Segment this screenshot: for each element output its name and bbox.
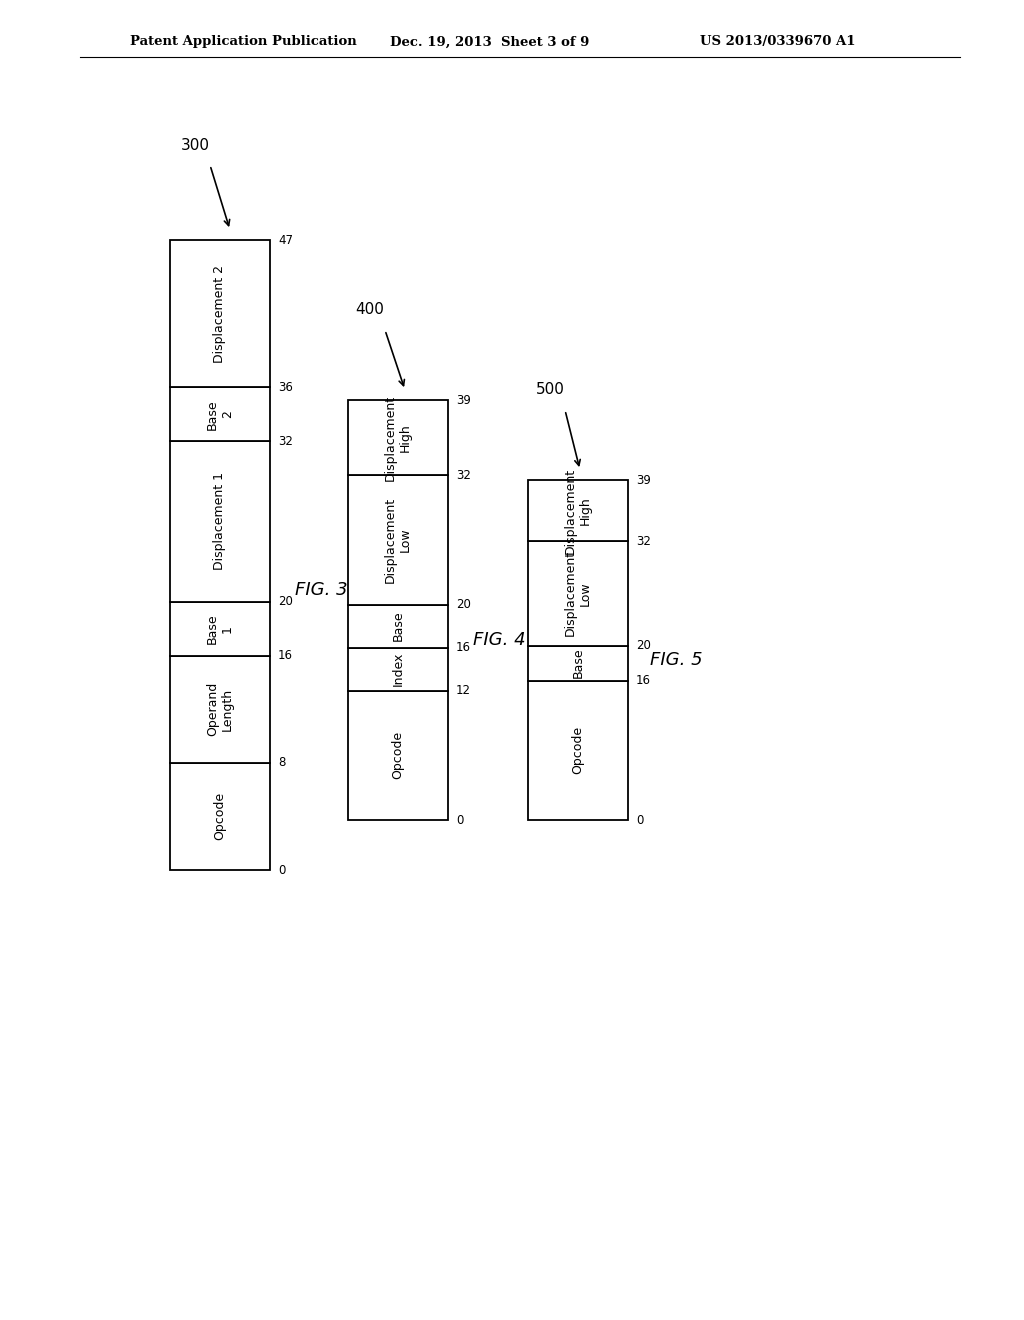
Text: Base: Base xyxy=(391,611,404,642)
Text: 0: 0 xyxy=(278,863,286,876)
Bar xyxy=(170,602,270,656)
Text: Base
2: Base 2 xyxy=(206,399,234,429)
Text: Operand
Length: Operand Length xyxy=(206,682,234,737)
Bar xyxy=(170,441,270,602)
Text: Opcode: Opcode xyxy=(391,731,404,779)
Bar xyxy=(528,480,628,541)
Text: Opcode: Opcode xyxy=(213,792,226,841)
Text: Displacement 1: Displacement 1 xyxy=(213,473,226,570)
Text: 32: 32 xyxy=(636,535,651,548)
Text: 300: 300 xyxy=(180,137,210,153)
Bar xyxy=(170,240,270,388)
Bar xyxy=(528,681,628,820)
Text: 20: 20 xyxy=(636,639,651,652)
Text: US 2013/0339670 A1: US 2013/0339670 A1 xyxy=(700,36,855,49)
Text: 20: 20 xyxy=(456,598,471,611)
Text: 500: 500 xyxy=(536,383,564,397)
Bar xyxy=(170,656,270,763)
Text: Base: Base xyxy=(571,648,585,678)
Text: Index: Index xyxy=(391,652,404,686)
Text: Dec. 19, 2013  Sheet 3 of 9: Dec. 19, 2013 Sheet 3 of 9 xyxy=(390,36,590,49)
Text: 8: 8 xyxy=(278,756,286,770)
Text: Opcode: Opcode xyxy=(571,726,585,775)
Bar xyxy=(170,388,270,441)
Text: FIG. 5: FIG. 5 xyxy=(650,651,702,669)
Text: 36: 36 xyxy=(278,381,293,393)
Bar xyxy=(170,763,270,870)
Bar xyxy=(348,690,449,820)
Text: Displacement
High: Displacement High xyxy=(384,395,412,480)
Text: 39: 39 xyxy=(636,474,651,487)
Text: Base
1: Base 1 xyxy=(206,614,234,644)
Text: FIG. 3: FIG. 3 xyxy=(295,581,347,599)
Text: 32: 32 xyxy=(456,469,471,482)
Bar xyxy=(348,400,449,475)
Text: FIG. 4: FIG. 4 xyxy=(473,631,525,649)
Text: Patent Application Publication: Patent Application Publication xyxy=(130,36,356,49)
Bar xyxy=(528,541,628,645)
Text: 47: 47 xyxy=(278,234,293,247)
Text: 32: 32 xyxy=(278,434,293,447)
Text: 39: 39 xyxy=(456,393,471,407)
Text: Displacement
High: Displacement High xyxy=(564,467,592,553)
Text: 16: 16 xyxy=(456,642,471,655)
Text: 400: 400 xyxy=(355,302,384,318)
Bar xyxy=(348,648,449,690)
Bar xyxy=(348,475,449,605)
Text: 20: 20 xyxy=(278,595,293,609)
Bar xyxy=(348,605,449,648)
Text: 0: 0 xyxy=(456,813,464,826)
Bar xyxy=(528,645,628,681)
Text: 16: 16 xyxy=(636,675,651,686)
Text: 12: 12 xyxy=(456,684,471,697)
Text: 0: 0 xyxy=(636,813,643,826)
Text: Displacement
Low: Displacement Low xyxy=(564,550,592,636)
Text: 16: 16 xyxy=(278,649,293,663)
Text: Displacement 2: Displacement 2 xyxy=(213,265,226,363)
Text: Displacement
Low: Displacement Low xyxy=(384,496,412,583)
